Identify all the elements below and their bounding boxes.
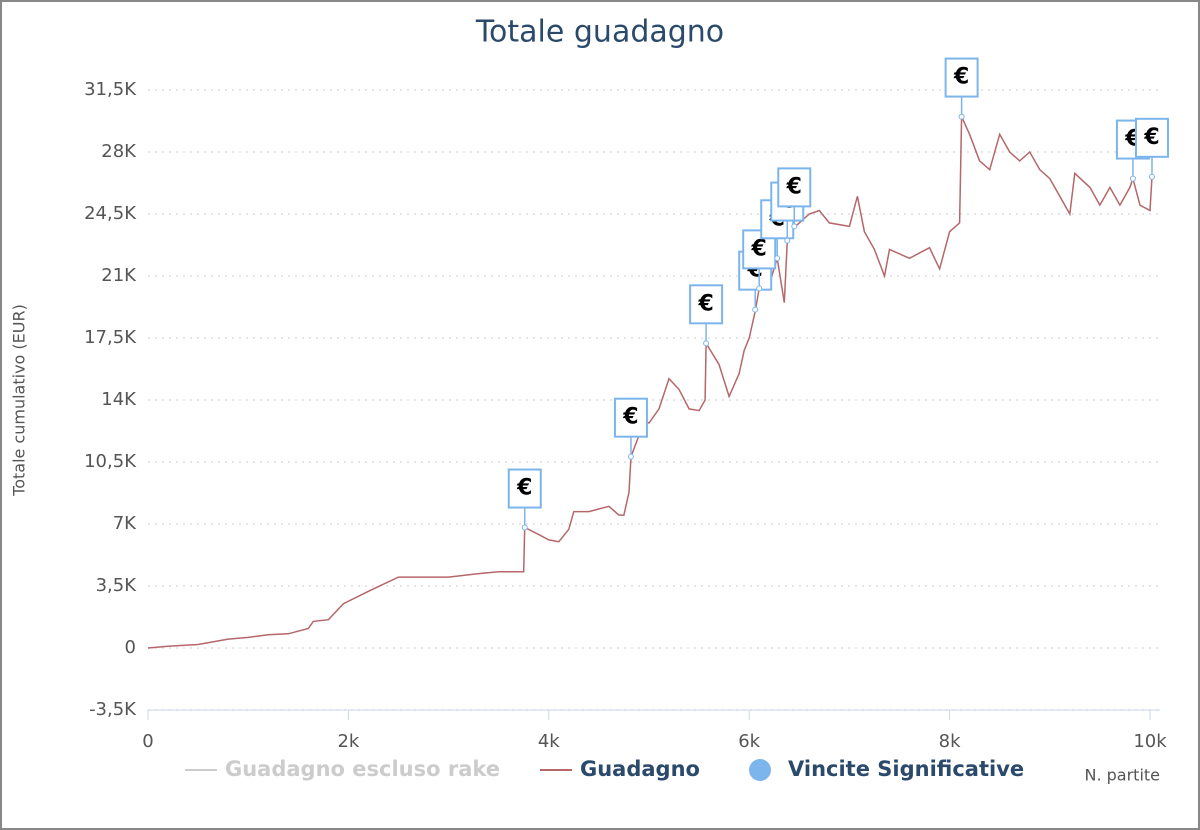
flag-point	[1129, 175, 1136, 182]
x-tick-label: 10k	[1133, 731, 1167, 752]
x-tick-label: 0	[142, 731, 153, 752]
flag-label: €	[516, 476, 532, 501]
flag-box	[777, 167, 812, 208]
flag-point	[1148, 173, 1155, 180]
flag-box	[507, 468, 542, 509]
legend-symbol	[749, 759, 771, 781]
flag-box	[742, 229, 777, 270]
y-tick-label: 0	[125, 637, 136, 658]
legend-label[interactable]: Guadagno escluso rake	[225, 757, 500, 781]
y-tick-label: 21K	[101, 265, 137, 286]
flag-box	[944, 57, 979, 98]
flag-label: €	[751, 236, 767, 261]
flag-label: €	[1143, 125, 1159, 150]
flag-box	[1134, 117, 1169, 158]
y-tick-label: 31,5K	[84, 79, 137, 100]
flag-label: €	[622, 405, 638, 430]
flag-label: €	[697, 291, 713, 316]
flag-label: €	[786, 174, 802, 199]
y-tick-label: 10,5K	[84, 451, 137, 472]
flag-point	[958, 113, 965, 120]
y-tick-label: 17,5K	[84, 327, 137, 348]
flag-box	[689, 284, 724, 325]
flag-point	[791, 223, 798, 230]
x-tick-label: 4k	[538, 731, 560, 752]
x-tick-label: 8k	[939, 731, 961, 752]
x-tick-label: 2k	[337, 731, 359, 752]
flag-box	[613, 397, 648, 438]
legend-label[interactable]: Vincite Significative	[788, 757, 1024, 781]
x-axis-label: N. partite	[1084, 766, 1160, 785]
flag-point	[752, 306, 759, 313]
y-tick-label: 7K	[113, 513, 137, 534]
flag-point	[756, 285, 763, 292]
y-tick-label: -3,5K	[89, 699, 137, 720]
flag-point	[627, 453, 634, 460]
y-tick-label: 3,5K	[96, 575, 138, 596]
flag-point	[774, 255, 781, 262]
y-tick-label: 24,5K	[84, 203, 137, 224]
legend-label[interactable]: Guadagno	[580, 757, 700, 781]
y-axis-label: Totale cumulativo (EUR)	[10, 304, 29, 497]
chart-title: Totale guadagno	[475, 15, 724, 50]
y-tick-label: 28K	[101, 141, 137, 162]
y-tick-label: 14K	[101, 389, 137, 410]
flag-point	[521, 524, 528, 531]
flag-label: €	[953, 65, 969, 90]
x-tick-label: 6k	[738, 731, 760, 752]
flag-point	[703, 340, 710, 347]
flag-point	[784, 237, 791, 244]
